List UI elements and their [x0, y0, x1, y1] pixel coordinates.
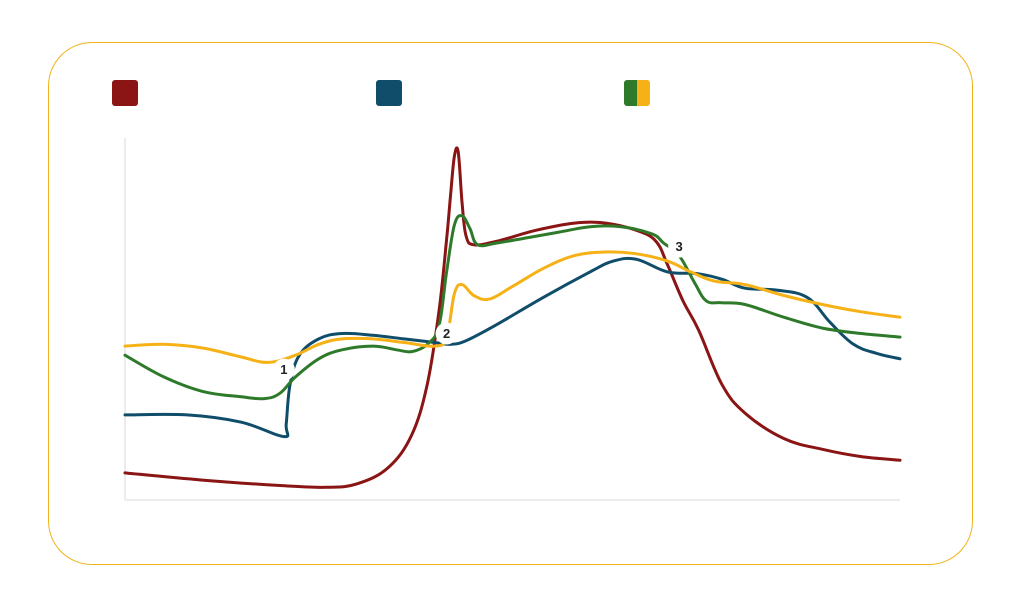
chart-markers: 1 2 3: [272, 235, 691, 381]
chart-series-lines: [123, 146, 902, 489]
legend-swatch-yellow-part: [637, 80, 650, 106]
marker-2-badge: [435, 322, 458, 345]
marker-2-label: 2: [443, 326, 450, 341]
legend-swatch-blue: [376, 80, 402, 106]
marker-3-badge: [668, 235, 691, 258]
series-line-yellow: [123, 250, 902, 364]
marker-1-badge: [272, 358, 295, 381]
legend-swatch-green-part: [624, 80, 637, 106]
legend-swatch-green-yellow: [624, 80, 650, 106]
chart-axes: [124, 138, 900, 501]
legend-swatch-red: [112, 80, 138, 106]
series-line-green: [123, 214, 902, 401]
marker-1-label: 1: [280, 362, 287, 377]
marker-3-label: 3: [676, 239, 683, 254]
series-line-blue: [123, 256, 902, 439]
series-line-red: [123, 146, 902, 489]
